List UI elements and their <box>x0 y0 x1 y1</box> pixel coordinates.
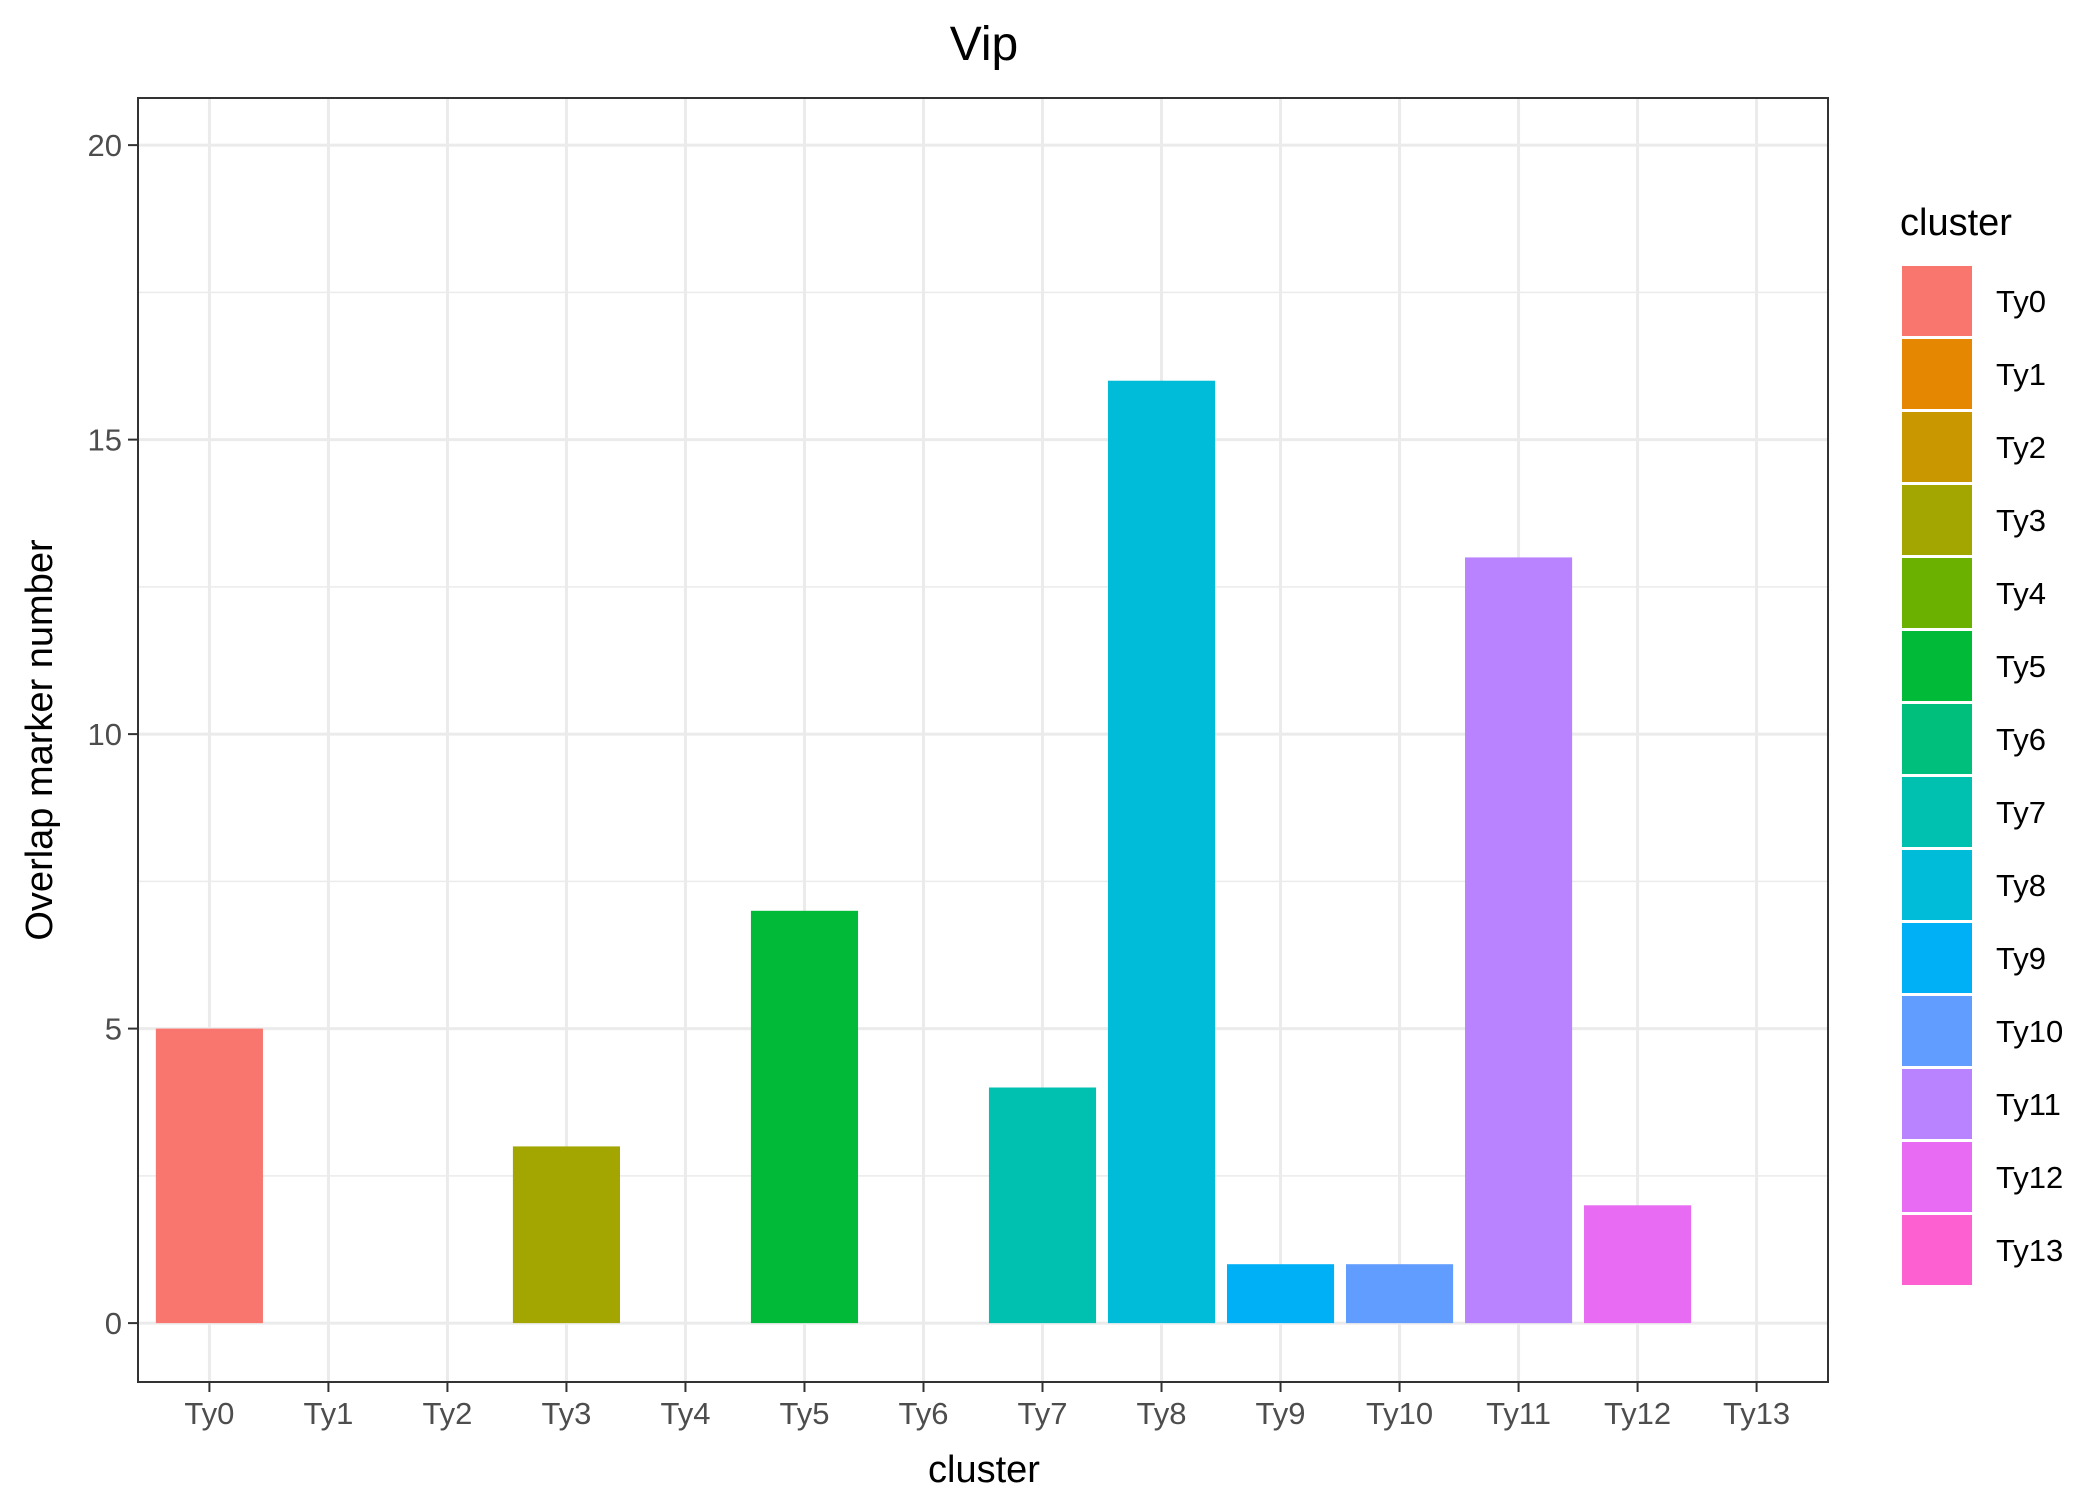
x-tick-label: Ty7 <box>1018 1396 1068 1431</box>
plot-panel-border <box>137 97 1829 1383</box>
legend-key-ty11 <box>1902 1069 1972 1139</box>
legend-key-ty9 <box>1902 923 1972 993</box>
bar-ty10 <box>1345 1264 1454 1324</box>
legend-key-ty4 <box>1902 558 1972 628</box>
x-tick-label: Ty1 <box>303 1396 353 1431</box>
chart-title: Vip <box>950 18 1019 71</box>
bar-ty11 <box>1465 557 1573 1324</box>
legend-key-ty5 <box>1902 631 1972 701</box>
legend-key-ty12 <box>1902 1142 1972 1212</box>
legend-key-ty1 <box>1902 339 1972 409</box>
y-tick-label: 0 <box>105 1306 122 1341</box>
legend-label: Ty0 <box>1996 284 2046 319</box>
x-tick-label: Ty0 <box>184 1396 234 1431</box>
x-tick-label: Ty4 <box>660 1396 710 1431</box>
bar-ty9 <box>1226 1264 1335 1324</box>
legend-key-ty13 <box>1902 1215 1972 1285</box>
legend-label: Ty9 <box>1996 941 2046 976</box>
y-tick-label: 10 <box>88 717 122 752</box>
x-tick-label: Ty3 <box>541 1396 591 1431</box>
x-tick-label: Ty5 <box>779 1396 829 1431</box>
grid-lines <box>138 98 1828 1382</box>
x-tick-label: Ty8 <box>1137 1396 1187 1431</box>
bar-ty5 <box>750 910 859 1324</box>
y-tick-label: 15 <box>88 423 122 458</box>
legend-key-ty3 <box>1902 485 1972 555</box>
bar-ty8 <box>1107 380 1216 1324</box>
y-tick-label: 20 <box>88 128 122 163</box>
x-tick-label: Ty9 <box>1256 1396 1306 1431</box>
x-tick-label: Ty6 <box>899 1396 949 1431</box>
legend-label: Ty6 <box>1996 722 2046 757</box>
x-tick-label: Ty10 <box>1366 1396 1433 1431</box>
legend-label: Ty5 <box>1996 649 2046 684</box>
legend-key-ty0 <box>1902 266 1972 336</box>
legend-label: Ty10 <box>1996 1014 2063 1049</box>
x-axis: Ty0 Ty1 Ty2 Ty3 Ty4 Ty5 Ty6 Ty7 Ty8 Ty9 Ty10 Ty11 Ty… <box>184 1382 1790 1431</box>
legend: cluster Ty0 Ty1 Ty2 Ty3 Ty4 Ty5 Ty6 Ty7 Ty8 Ty9 Ty… <box>1900 202 2063 1285</box>
legend-key-ty10 <box>1902 996 1972 1066</box>
bar-ty12 <box>1584 1205 1692 1324</box>
x-tick-label: Ty2 <box>422 1396 472 1431</box>
x-tick-label: Ty12 <box>1604 1396 1671 1431</box>
bar-ty0 <box>155 1028 263 1324</box>
legend-label: Ty7 <box>1996 795 2046 830</box>
x-axis-title: cluster <box>928 1449 1040 1491</box>
legend-label: Ty4 <box>1996 576 2046 611</box>
legend-key-ty6 <box>1902 704 1972 774</box>
legend-label: Ty2 <box>1996 430 2046 465</box>
x-tick-label: Ty13 <box>1723 1396 1790 1431</box>
legend-label: Ty12 <box>1996 1160 2063 1195</box>
legend-key-ty7 <box>1902 777 1972 847</box>
y-axis: 0 5 10 15 20 <box>88 128 138 1341</box>
y-axis-title: Overlap marker number <box>19 539 61 941</box>
y-tick-label: 5 <box>105 1012 122 1047</box>
legend-label: Ty3 <box>1996 503 2046 538</box>
legend-label: Ty13 <box>1996 1233 2063 1268</box>
legend-key-ty2 <box>1902 412 1972 482</box>
x-tick-label: Ty11 <box>1486 1396 1551 1431</box>
legend-title: cluster <box>1900 202 2012 244</box>
legend-key-ty8 <box>1902 850 1972 920</box>
bars <box>155 380 1692 1324</box>
bar-ty3 <box>512 1146 621 1324</box>
bar-ty7 <box>988 1087 1097 1324</box>
legend-label: Ty8 <box>1996 868 2046 903</box>
legend-label: Ty1 <box>1996 357 2046 392</box>
legend-label: Ty11 <box>1996 1087 2061 1122</box>
